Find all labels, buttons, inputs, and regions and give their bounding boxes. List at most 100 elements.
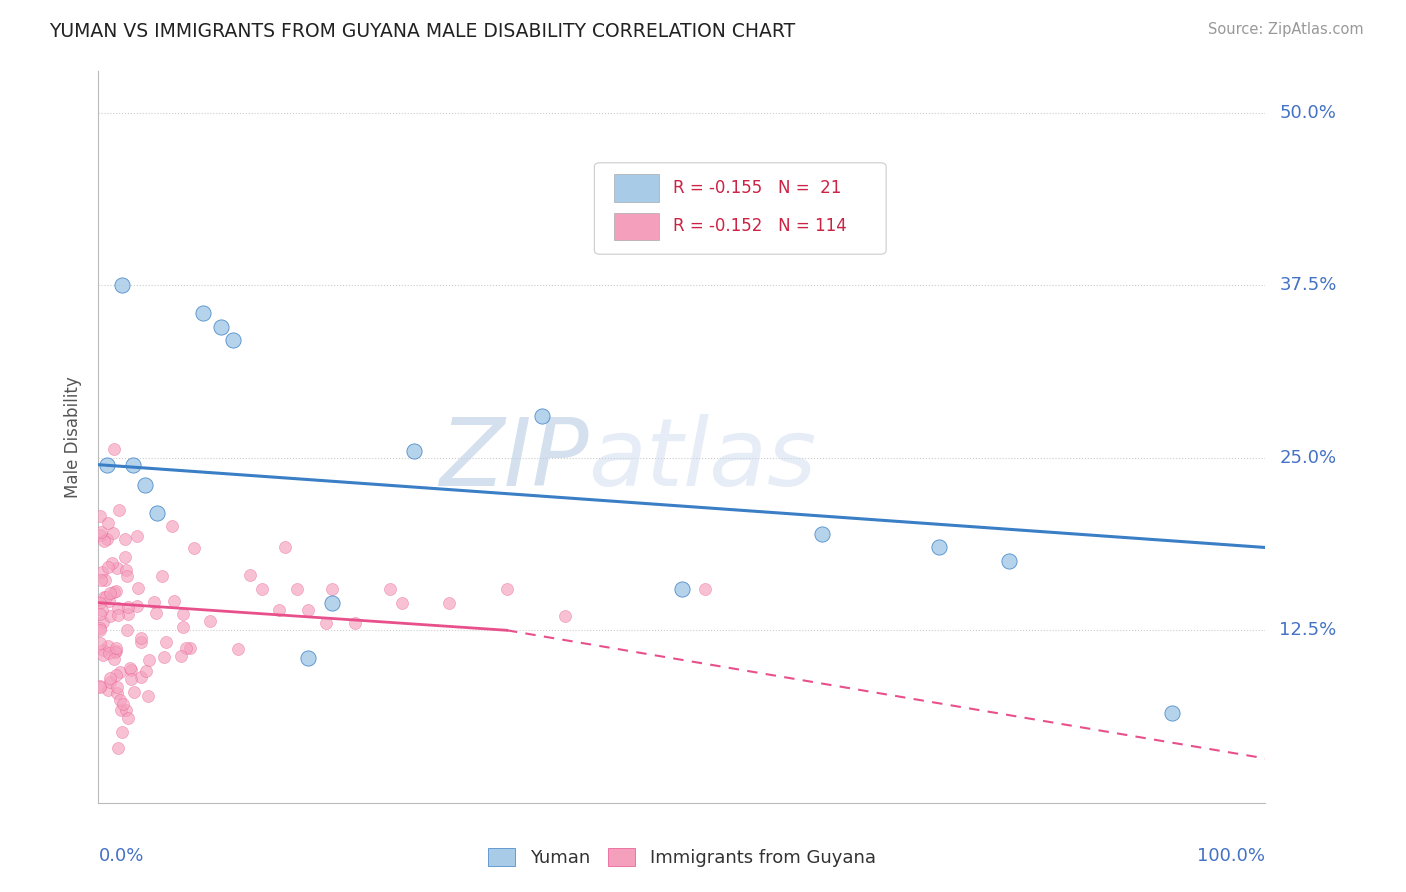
Point	[496, 582, 519, 596]
Text: Source: ZipAtlas.com: Source: ZipAtlas.com	[1208, 22, 1364, 37]
Point	[105, 668, 128, 682]
Text: 100.0%: 100.0%	[1198, 847, 1265, 864]
Point	[98, 608, 121, 623]
Point	[297, 651, 319, 665]
Text: YUMAN VS IMMIGRANTS FROM GUYANA MALE DISABILITY CORRELATION CHART: YUMAN VS IMMIGRANTS FROM GUYANA MALE DIS…	[49, 22, 796, 41]
Point	[122, 685, 145, 699]
Point	[997, 554, 1019, 568]
Point	[117, 711, 139, 725]
Point	[90, 525, 112, 540]
Point	[120, 663, 142, 677]
Point	[104, 644, 127, 658]
Point	[93, 534, 115, 549]
Point	[125, 529, 148, 543]
Point	[97, 560, 120, 574]
Point	[811, 526, 834, 541]
Point	[172, 607, 194, 621]
Point	[105, 685, 128, 699]
Point	[89, 621, 111, 635]
Point	[239, 568, 262, 582]
Point	[89, 623, 111, 637]
Point	[269, 602, 291, 616]
Point	[108, 665, 131, 679]
Legend: Yuman, Immigrants from Guyana: Yuman, Immigrants from Guyana	[481, 841, 883, 874]
Point	[160, 519, 183, 533]
Point	[89, 528, 111, 542]
Point	[228, 641, 250, 656]
Point	[134, 478, 156, 492]
Point	[108, 502, 131, 516]
Point	[129, 635, 152, 649]
Point	[111, 278, 134, 293]
Point	[105, 681, 128, 695]
Point	[91, 565, 114, 579]
Text: 37.5%: 37.5%	[1279, 277, 1337, 294]
Point	[111, 725, 134, 739]
Text: 25.0%: 25.0%	[1279, 449, 1337, 467]
Point	[115, 624, 138, 638]
Point	[695, 582, 717, 596]
Point	[117, 599, 139, 614]
Point	[114, 549, 136, 564]
Point	[107, 740, 129, 755]
Point	[170, 648, 193, 663]
Point	[97, 639, 120, 653]
Point	[114, 532, 136, 546]
Text: R = -0.152   N = 114: R = -0.152 N = 114	[672, 218, 846, 235]
Point	[114, 703, 136, 717]
Point	[93, 590, 115, 604]
Point	[380, 582, 402, 596]
Point	[103, 584, 125, 599]
Point	[97, 516, 120, 531]
Text: ZIP: ZIP	[439, 414, 589, 505]
Point	[97, 646, 120, 660]
Point	[315, 616, 337, 631]
Point	[91, 603, 114, 617]
Point	[209, 319, 232, 334]
Point	[89, 607, 111, 621]
Point	[143, 595, 166, 609]
Point	[117, 607, 139, 622]
Point	[98, 675, 121, 690]
Point	[554, 609, 576, 624]
Point	[402, 443, 425, 458]
FancyBboxPatch shape	[614, 175, 658, 202]
Point	[96, 532, 118, 546]
Point	[146, 506, 169, 520]
Point	[153, 649, 176, 664]
Point	[96, 458, 118, 472]
Point	[1161, 706, 1184, 720]
Text: R = -0.155   N =  21: R = -0.155 N = 21	[672, 179, 841, 197]
Point	[285, 582, 308, 596]
Point	[91, 648, 114, 662]
Point	[183, 541, 205, 556]
Point	[112, 698, 135, 712]
Point	[103, 645, 125, 659]
Point	[138, 653, 160, 667]
Point	[107, 607, 129, 622]
Point	[125, 599, 148, 613]
Point	[107, 601, 129, 615]
Point	[108, 693, 131, 707]
Point	[193, 306, 215, 320]
Point	[98, 671, 121, 685]
Point	[172, 620, 194, 634]
Point	[104, 640, 127, 655]
Point	[344, 616, 367, 631]
Point	[90, 573, 112, 587]
Point	[671, 582, 693, 596]
Point	[530, 409, 553, 424]
Point	[120, 672, 142, 686]
Point	[127, 581, 149, 595]
Point	[129, 632, 152, 646]
Point	[98, 594, 121, 608]
Point	[163, 594, 186, 608]
Point	[91, 642, 114, 657]
Point	[103, 442, 125, 456]
Point	[136, 690, 159, 704]
Point	[152, 568, 174, 582]
Point	[89, 636, 111, 650]
Point	[221, 334, 243, 348]
Text: 50.0%: 50.0%	[1279, 103, 1336, 122]
Point	[174, 640, 197, 655]
